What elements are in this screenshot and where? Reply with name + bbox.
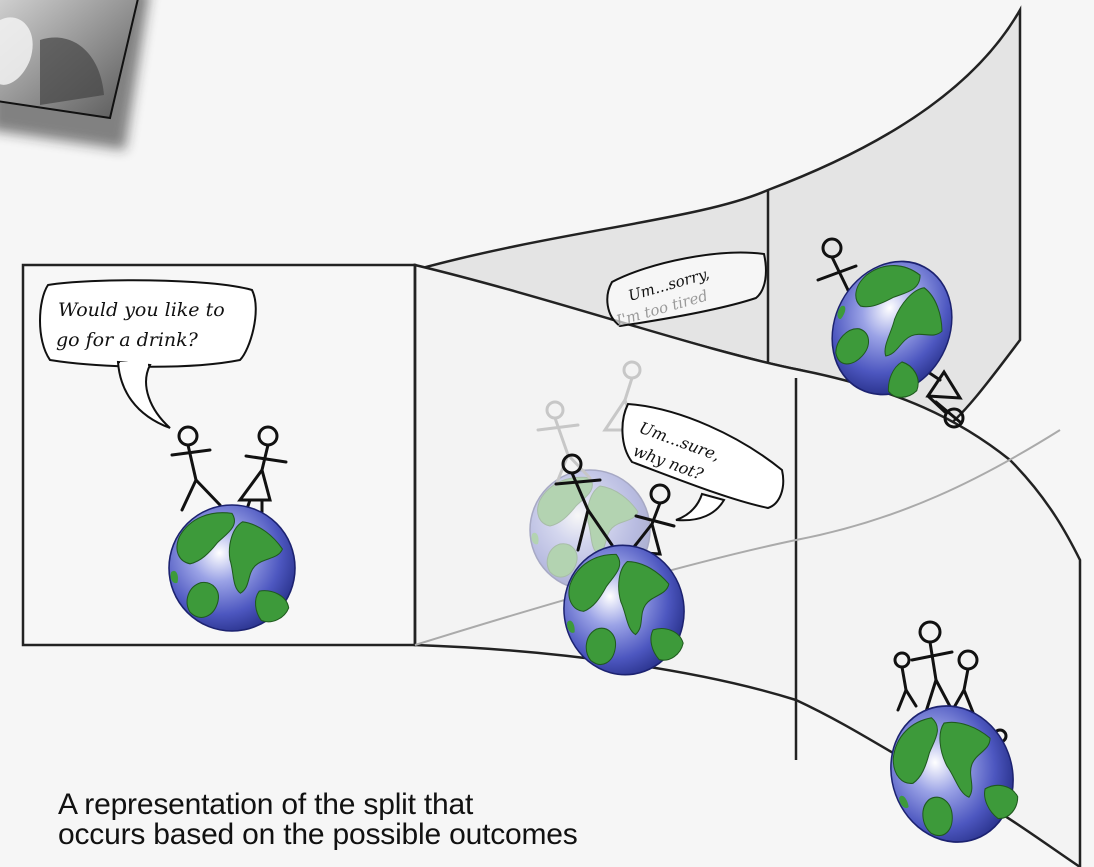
portrait-photo — [0, 0, 149, 150]
bubble-accepted: Um...sure, why not? — [621, 402, 785, 522]
bubble-question: Would you like to go for a drink? — [39, 279, 257, 429]
caption-line-1: A representation of the split that — [58, 788, 474, 821]
upper-branch-ghost-edge — [414, 429, 1061, 646]
diagram-caption: A representation of the split that occur… — [58, 790, 578, 850]
couple-figures — [170, 425, 288, 514]
bubble-question-line-1: Would you like to — [58, 299, 225, 321]
caption-line-2: occurs based on the possible outcomes — [58, 818, 578, 851]
globe-icon — [168, 504, 296, 632]
bubble-question-line-2: go for a drink? — [56, 329, 199, 351]
